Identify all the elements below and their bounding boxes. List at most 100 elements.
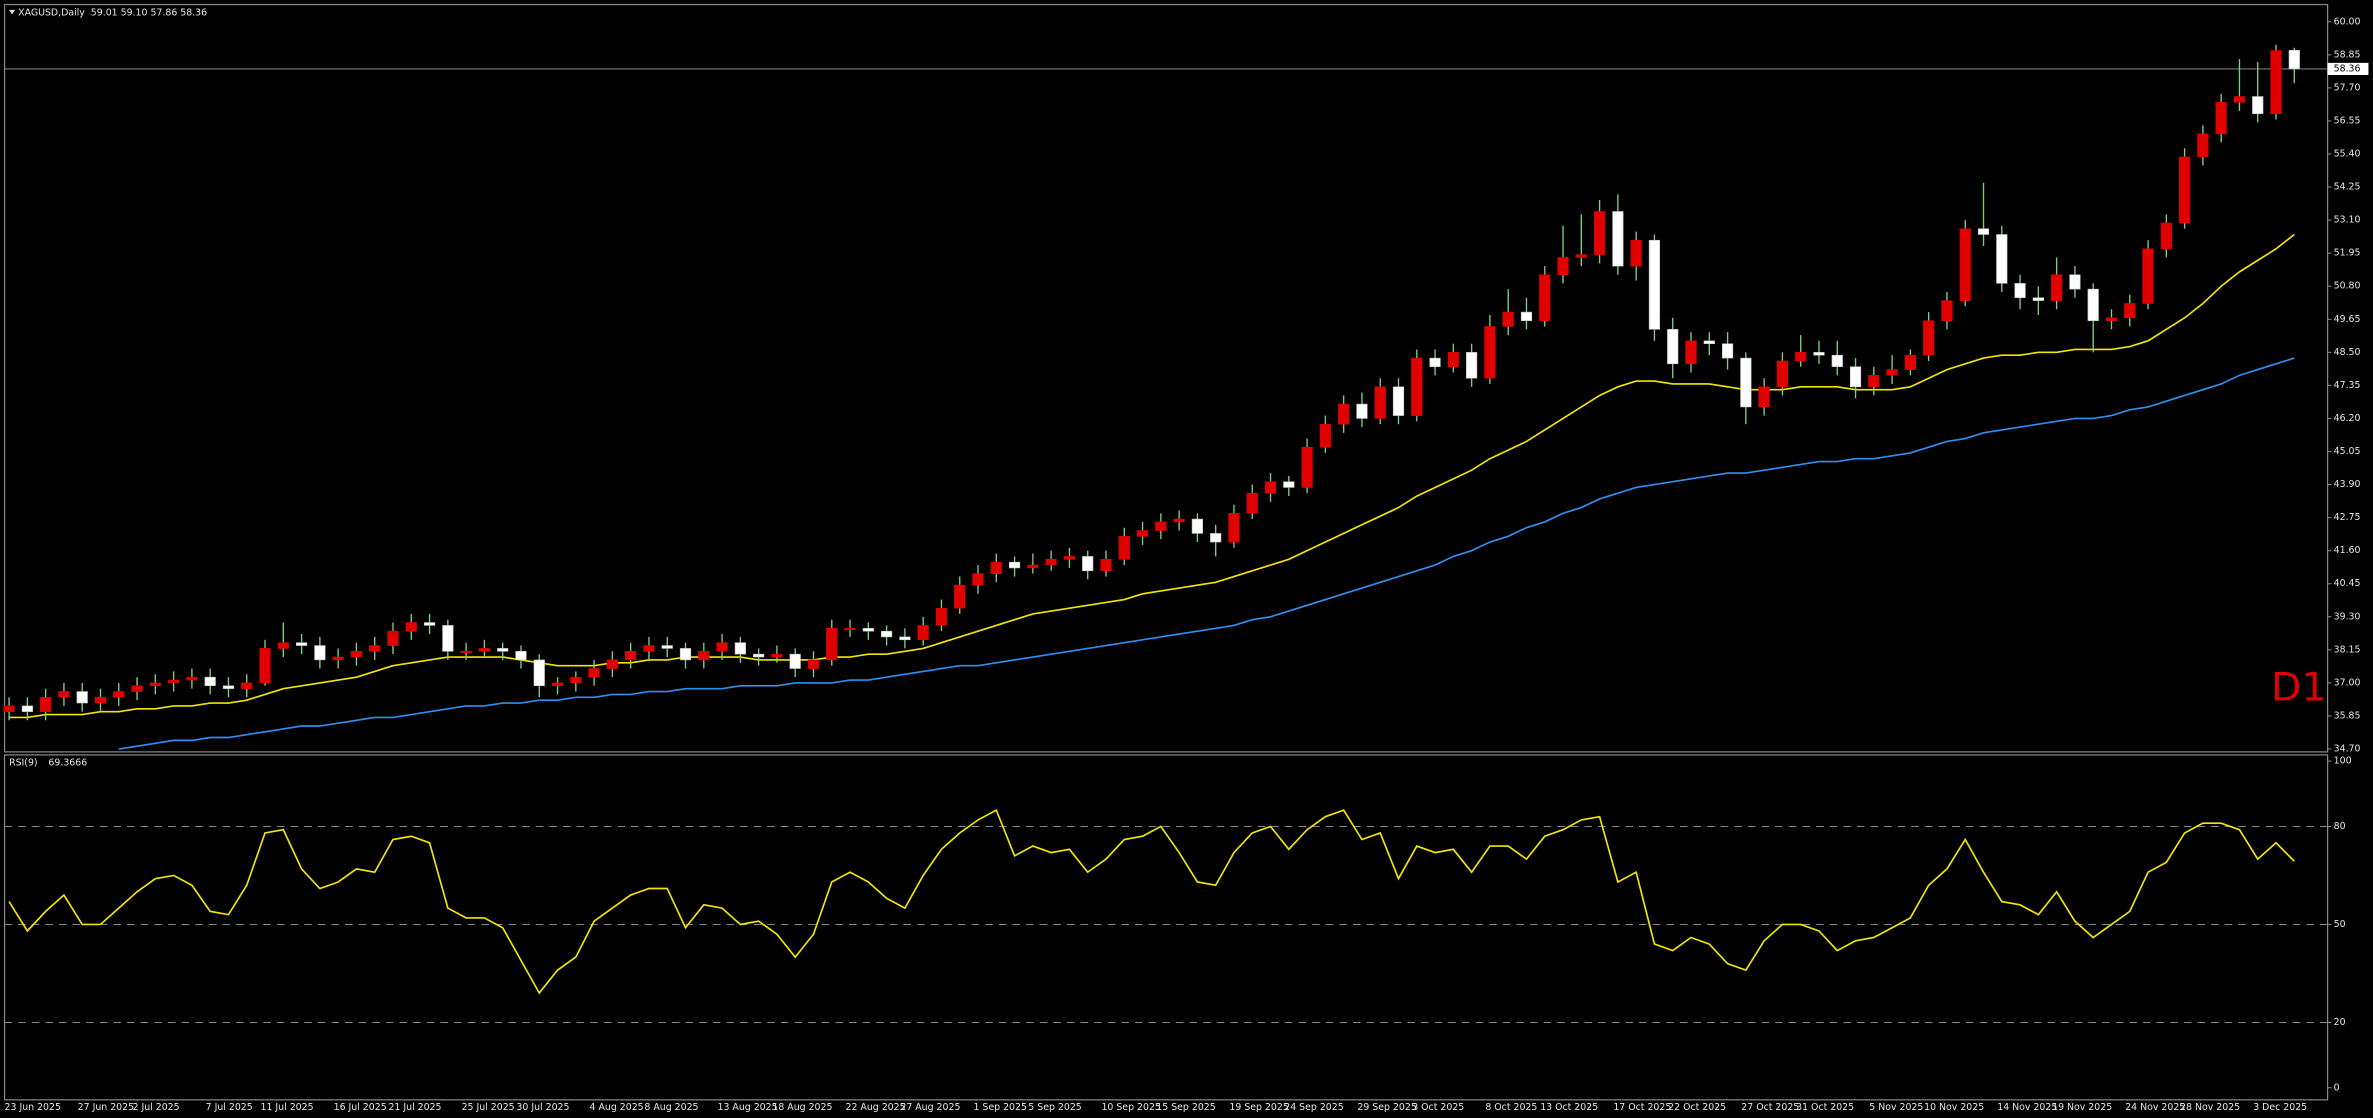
candle-body-down — [1703, 340, 1715, 345]
candle-body-up — [186, 676, 198, 681]
candle-body-up — [954, 584, 966, 609]
rsi-value: 69.3666 — [48, 758, 87, 769]
rsi-title: RSI(9) — [9, 758, 38, 769]
candle-body-up — [113, 691, 125, 698]
y-tick-label: 38.15 — [2334, 644, 2361, 655]
candle-body-down — [2252, 96, 2264, 115]
y-tick-label: 80 — [2334, 821, 2346, 832]
candle-body-up — [1593, 211, 1606, 255]
candle-body-up — [241, 682, 253, 689]
x-tick-label: 24 Sep 2025 — [1284, 1102, 1343, 1113]
candle-body-up — [1557, 257, 1569, 276]
candle-body-up — [1246, 492, 1258, 514]
candle-body-down — [423, 622, 436, 626]
candle-body-up — [1484, 326, 1496, 379]
moving-average — [118, 357, 2295, 750]
x-tick-label: 15 Sep 2025 — [1156, 1102, 1215, 1113]
y-tick-label: 54.25 — [2334, 182, 2361, 193]
candle-body-up — [570, 676, 582, 684]
candle-body-up — [1923, 320, 1935, 356]
candle-body-up — [1063, 556, 1076, 560]
candle-body-up — [2142, 248, 2154, 304]
candle-body-up — [917, 625, 929, 641]
symbol-title: XAGUSD,Daily — [18, 7, 85, 18]
x-tick-label: 31 Oct 2025 — [1796, 1102, 1854, 1113]
y-tick-label: 100 — [2334, 756, 2352, 767]
candle-body-up — [807, 659, 820, 669]
bid-label: 58.36 — [2334, 63, 2361, 74]
candle-body-down — [76, 691, 88, 704]
candle-body-up — [259, 648, 271, 684]
candle-body-up — [1776, 360, 1789, 388]
x-tick-label: 29 Sep 2025 — [1357, 1102, 1416, 1113]
x-tick-label: 22 Oct 2025 — [1668, 1102, 1726, 1113]
candle-body-down — [1429, 357, 1441, 368]
candle-body-down — [314, 645, 326, 661]
candle-body-up — [2179, 156, 2191, 224]
rsi-pane-frame — [3, 754, 2329, 1101]
x-tick-label: 19 Sep 2025 — [1229, 1102, 1288, 1113]
y-tick-label: 39.30 — [2334, 611, 2361, 622]
x-tick-label: 2 Jul 2025 — [133, 1102, 180, 1113]
y-tick-label: 50.80 — [2334, 281, 2361, 292]
x-tick-label: 10 Sep 2025 — [1101, 1102, 1160, 1113]
candle-body-up — [1447, 352, 1459, 368]
candle-body-up — [40, 696, 52, 712]
y-tick-label: 45.05 — [2334, 446, 2361, 457]
candle-body-up — [2215, 101, 2227, 135]
candle-body-up — [1758, 386, 1770, 408]
candle-body-up — [2051, 274, 2063, 301]
candle-body-down — [1721, 343, 1734, 359]
x-tick-label: 24 Nov 2025 — [2125, 1102, 2185, 1113]
candle-body-down — [899, 636, 911, 641]
candle-body-down — [2032, 297, 2044, 301]
x-tick-label: 8 Oct 2025 — [1485, 1102, 1537, 1113]
candle-body-up — [935, 607, 948, 626]
x-tick-label: 18 Aug 2025 — [772, 1102, 832, 1113]
candle-body-up — [1886, 369, 1898, 376]
candle-body-up — [460, 650, 472, 654]
y-tick-label: 48.50 — [2334, 347, 2361, 358]
candle-body-down — [881, 630, 893, 638]
y-tick-label: 60.00 — [2334, 16, 2361, 27]
candle-body-up — [1502, 311, 1514, 327]
candle-body-up — [716, 642, 728, 652]
candle-body-down — [1612, 211, 1624, 267]
candle-body-down — [2069, 274, 2081, 290]
candle-body-down — [204, 676, 216, 687]
candle-body-up — [2197, 133, 2209, 158]
candle-body-up — [844, 627, 856, 631]
candle-body-up — [478, 648, 491, 652]
candle-body-down — [2014, 283, 2026, 299]
candle-body-up — [168, 679, 180, 684]
x-tick-label: 7 Jul 2025 — [206, 1102, 253, 1113]
candle-body-up — [1575, 254, 1587, 258]
x-tick-label: 22 Aug 2025 — [846, 1102, 906, 1113]
candle-body-down — [222, 685, 235, 689]
candle-body-up — [1630, 239, 1642, 267]
x-tick-label: 27 Jun 2025 — [78, 1102, 134, 1113]
x-tick-label: 27 Oct 2025 — [1741, 1102, 1799, 1113]
y-tick-label: 58.85 — [2334, 49, 2361, 60]
candle-body-up — [2124, 303, 2136, 319]
y-tick-label: 50 — [2334, 919, 2346, 930]
candle-body-up — [1264, 481, 1277, 494]
x-tick-label: 8 Aug 2025 — [644, 1102, 698, 1113]
candle-body-up — [1136, 530, 1149, 537]
candle-body-up — [3, 705, 15, 712]
candle-body-down — [1831, 354, 1843, 368]
x-tick-label: 3 Dec 2025 — [2253, 1102, 2307, 1113]
candle-body-up — [405, 622, 417, 632]
menu-triangle[interactable] — [9, 9, 16, 15]
y-tick-label: 41.60 — [2334, 545, 2361, 556]
candle-body-up — [990, 561, 1002, 574]
timeframe-label: D1 — [2271, 664, 2326, 710]
candle-body-down — [1191, 518, 1203, 534]
candle-body-down — [2288, 49, 2300, 70]
y-tick-label: 56.55 — [2334, 115, 2361, 126]
candle-body-up — [1301, 446, 1313, 488]
candle-body-up — [1118, 536, 1130, 560]
candle-body-down — [1283, 481, 1295, 488]
x-tick-label: 3 Oct 2025 — [1412, 1102, 1464, 1113]
